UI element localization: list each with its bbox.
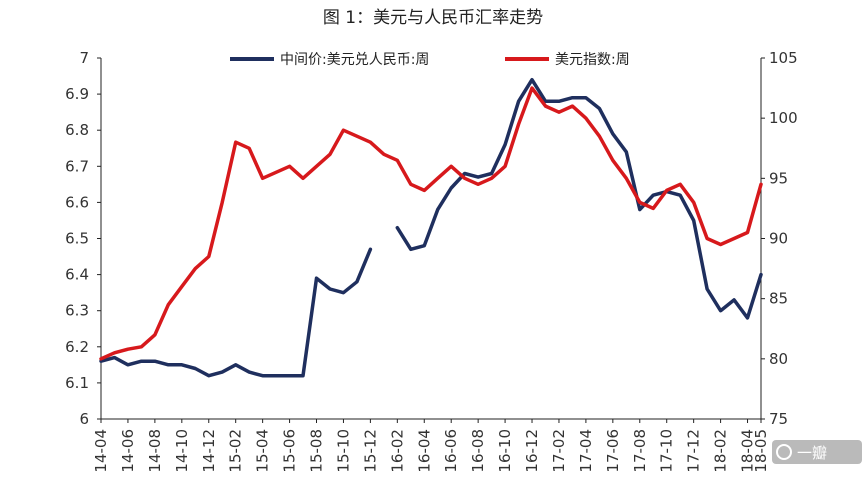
chart-title: 图 1：美元与人民币汇率走势	[323, 8, 543, 28]
right-tick-label: 100	[769, 109, 798, 127]
right-axis-ticks: 75 80 85 90 95 100 105	[761, 49, 798, 428]
series-line-cny	[99, 77, 763, 378]
left-tick-label: 6.2	[65, 338, 89, 356]
x-tick-label: 15-10	[334, 429, 352, 473]
left-tick-label: 7	[79, 49, 89, 67]
x-tick-label: 14-10	[173, 429, 191, 473]
x-tick-label: 16-04	[415, 429, 433, 473]
left-tick-label: 6.8	[65, 121, 89, 139]
x-tick-label: 17-02	[550, 429, 568, 473]
left-tick-label: 6	[79, 410, 89, 428]
left-tick-label: 6.4	[65, 266, 89, 284]
x-tick-label: 17-06	[604, 429, 622, 473]
right-tick-label: 90	[769, 230, 788, 248]
x-tick-label: 15-08	[308, 429, 326, 473]
x-tick-label: 17-04	[577, 429, 595, 473]
x-tick-label: 16-06	[442, 429, 460, 473]
left-tick-label: 6.6	[65, 193, 89, 211]
x-tick-label: 18-04	[739, 429, 757, 473]
x-tick-label: 16-10	[496, 429, 514, 473]
right-tick-label: 75	[769, 410, 788, 428]
series-line-dxy	[99, 86, 763, 361]
watermark-badge	[772, 440, 862, 464]
series-layer	[99, 77, 763, 378]
x-tick-label: 17-08	[631, 429, 649, 473]
right-tick-label: 95	[769, 169, 788, 187]
x-tick-label: 15-12	[361, 429, 379, 473]
x-tick-label: 16-08	[469, 429, 487, 473]
x-tick-label: 14-12	[200, 429, 218, 473]
left-tick-label: 6.3	[65, 302, 89, 320]
right-tick-label: 80	[769, 350, 788, 368]
x-tick-label: 17-12	[685, 429, 703, 473]
watermark-text: 一瓣	[797, 444, 827, 462]
legend-label-cny: 中间价:美元兑人民币:周	[280, 52, 429, 68]
x-tick-label: 14-08	[146, 429, 164, 473]
watermark: 一瓣	[772, 440, 862, 464]
left-tick-label: 6.7	[65, 157, 89, 175]
watermark-logo-icon	[776, 444, 792, 460]
left-tick-label: 6.5	[65, 230, 89, 248]
right-tick-label: 105	[769, 49, 798, 67]
x-tick-label: 14-06	[119, 429, 137, 473]
x-tick-label: 15-02	[227, 429, 245, 473]
x-tick-label: 18-05	[752, 429, 770, 473]
left-tick-label: 6.9	[65, 85, 89, 103]
x-tick-label: 16-12	[523, 429, 541, 473]
legend: 中间价:美元兑人民币:周 美元指数:周	[230, 52, 630, 68]
axes	[100, 58, 762, 420]
left-axis-ticks: 6 6.1 6.2 6.3 6.4 6.5 6.6 6.7 6.8 6.9 7	[65, 49, 101, 428]
left-tick-label: 6.1	[65, 374, 89, 392]
right-tick-label: 85	[769, 290, 788, 308]
x-tick-label: 18-02	[712, 429, 730, 473]
x-axis-ticks: 14-04 14-06 14-08 14-10 14-12 15-02 15-04 15-06…	[92, 419, 770, 473]
x-tick-label: 17-10	[658, 429, 676, 473]
x-tick-label: 14-04	[92, 429, 110, 473]
x-tick-label: 15-04	[254, 429, 272, 473]
x-tick-label: 16-02	[388, 429, 406, 473]
legend-label-dxy: 美元指数:周	[555, 52, 630, 68]
x-tick-label: 15-06	[281, 429, 299, 473]
